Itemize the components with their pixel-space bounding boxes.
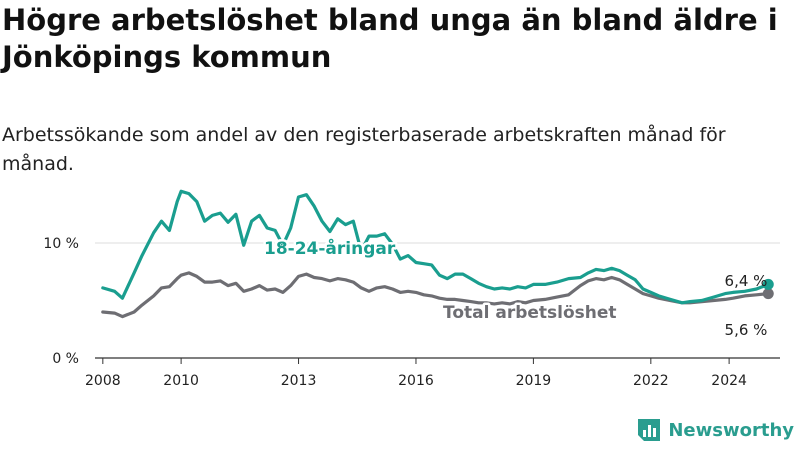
series-line-total — [101, 271, 770, 319]
end-value-label-total: 5,6 % — [725, 321, 768, 339]
end-value-label-youth: 6,4 % — [725, 272, 768, 290]
newsworthy-logo-icon — [638, 419, 661, 441]
chart-subtitle: Arbetssökande som andel av den registerb… — [2, 124, 726, 175]
series-end-point-youth — [762, 278, 774, 290]
series-label-total-halo: Total arbetslöshet — [443, 303, 617, 323]
x-tick-label: 2019 — [516, 373, 552, 389]
series-line-youth — [101, 189, 770, 305]
axis-layer: 0 % 10 % 2008 2010 2013 2016 2019 2022 2024 — [43, 236, 780, 389]
series-end-point-total — [762, 288, 774, 300]
x-tick-label: 2013 — [281, 373, 317, 389]
brand-logo: Newsworthy — [636, 416, 794, 444]
x-tick-label: 2022 — [633, 373, 669, 389]
series-label-total-text: Total arbetslöshet — [443, 303, 617, 323]
chart-title: Högre arbetslöshet bland unga än bland ä… — [2, 3, 778, 74]
brand-name: Newsworthy — [668, 419, 794, 441]
x-tick-label: 2016 — [398, 373, 434, 389]
y-tick-label: 10 % — [43, 236, 79, 252]
x-tick-label: 2008 — [85, 373, 121, 389]
x-tick-label: 2010 — [163, 373, 199, 389]
x-tick-label: 2024 — [711, 373, 747, 389]
y-tick-label: 0 % — [52, 351, 79, 367]
series-label-youth-text: 18-24-åringar — [264, 237, 396, 259]
series-label-youth-halo: 18-24-åringar — [264, 237, 396, 259]
series-layer — [101, 189, 774, 319]
